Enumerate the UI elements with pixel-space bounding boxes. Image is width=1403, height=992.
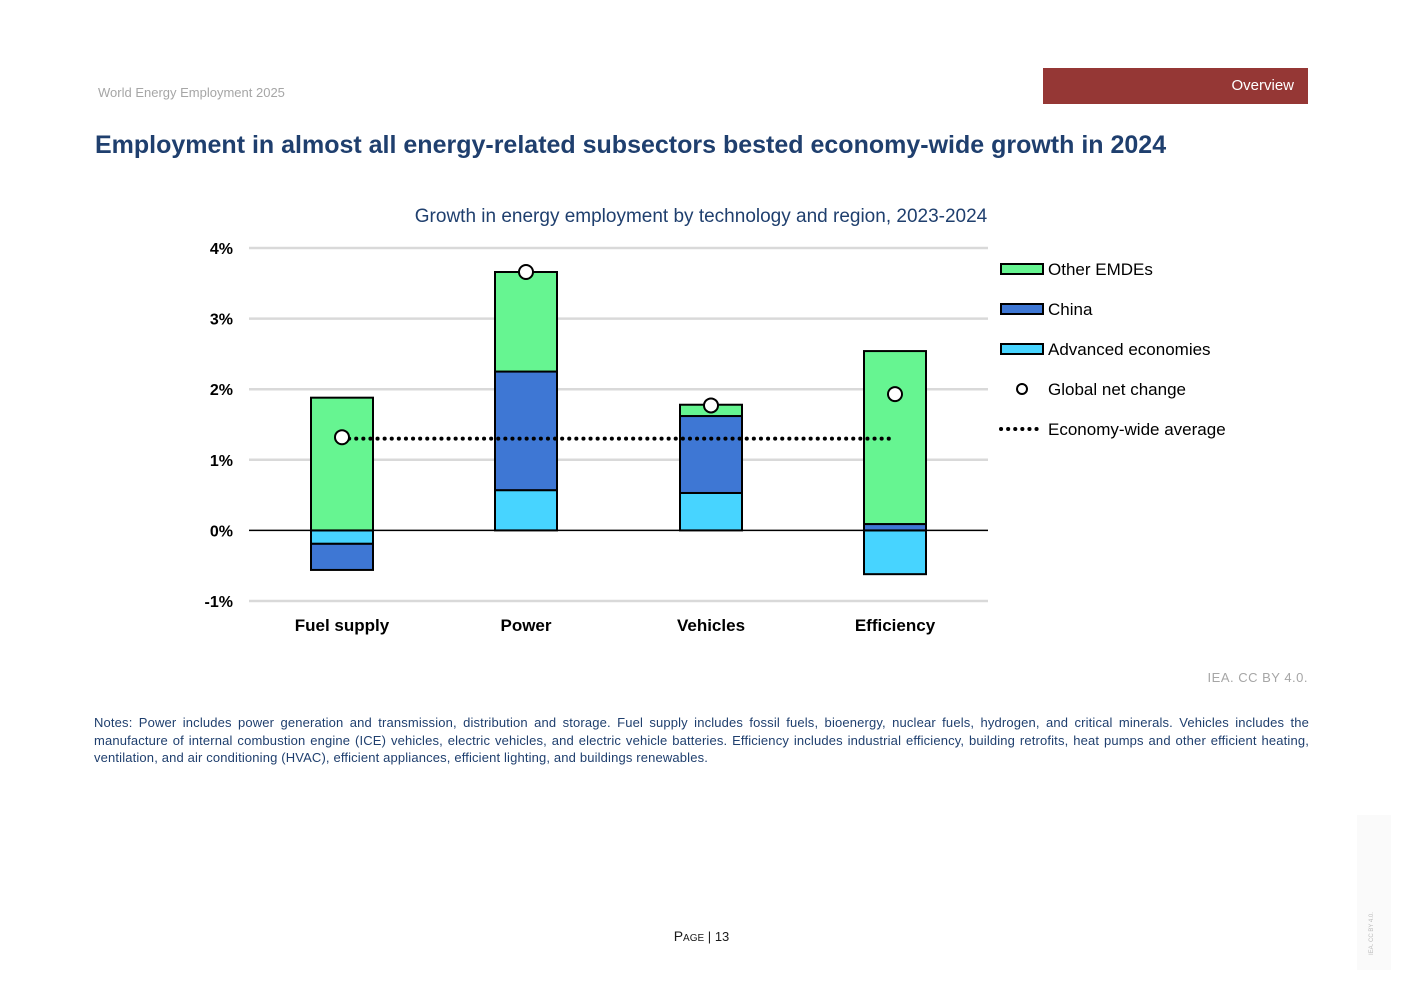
page-title: Employment in almost all energy-related … — [95, 131, 1167, 159]
bar-other-emdes-0[interactable] — [310, 396, 374, 532]
page-label: Page — [673, 928, 705, 944]
bar-advanced-economies-1[interactable] — [494, 489, 558, 532]
labels-layer: Growth in energy employment by technolog… — [205, 206, 988, 635]
legend-layer: Other EMDEs China Advanced economies Global… — [999, 260, 1226, 439]
markers-layer — [334, 264, 903, 446]
bar-advanced-economies-0[interactable] — [310, 529, 374, 545]
chart-title: Growth in energy employment by technolog… — [415, 206, 988, 227]
report-title: World Energy Employment 2025 — [98, 85, 285, 100]
y-tick-label: -1% — [205, 594, 233, 611]
x-category-label: Fuel supply — [295, 616, 390, 635]
side-watermark-text: IEA. CC BY 4.0. — [1369, 912, 1375, 955]
y-tick-label: 3% — [210, 312, 233, 329]
global-net-change-marker-0[interactable] — [334, 429, 350, 446]
page-footer: Page | 13 — [0, 928, 1403, 944]
legend-label: Advanced economies — [1048, 340, 1211, 359]
bar-other-emdes-3[interactable] — [863, 350, 927, 526]
global-net-change-marker-1[interactable] — [518, 264, 534, 281]
side-watermark: IEA. CC BY 4.0. — [1357, 815, 1391, 970]
bar-china-2[interactable] — [679, 415, 743, 494]
y-tick-label: 1% — [210, 453, 233, 470]
bar-china-1[interactable] — [494, 370, 558, 492]
page-number: 13 — [714, 929, 730, 944]
legend-swatch-china — [1000, 303, 1044, 315]
credit-text: IEA. CC BY 4.0. — [1207, 670, 1308, 685]
x-category-label: Efficiency — [855, 616, 936, 635]
global-net-change-marker-3[interactable] — [887, 386, 903, 403]
chart-container: Growth in energy employment by technolog… — [205, 206, 1226, 635]
chart-svg: Growth in energy employment by technolog… — [205, 206, 1226, 635]
y-tick-label: 2% — [210, 382, 233, 399]
bar-advanced-economies-3[interactable] — [863, 529, 927, 576]
bar-other-emdes-1[interactable] — [494, 271, 558, 373]
y-tick-label: 4% — [210, 241, 233, 258]
x-category-label: Power — [500, 616, 551, 635]
section-tag[interactable]: Overview — [1043, 68, 1308, 104]
legend-swatch-advanced-economies — [1000, 343, 1044, 355]
legend-label: Global net change — [1048, 380, 1186, 399]
bar-china-0[interactable] — [310, 542, 374, 571]
page-separator: | — [707, 929, 712, 944]
legend-swatch-other-emdes — [1000, 263, 1044, 275]
x-category-label: Vehicles — [677, 616, 745, 635]
global-net-change-marker-2[interactable] — [703, 397, 719, 414]
bar-advanced-economies-2[interactable] — [679, 491, 743, 532]
legend-swatch-global-net-change — [1016, 383, 1028, 395]
legend-label: Other EMDEs — [1048, 260, 1153, 279]
bars-layer — [310, 271, 927, 576]
legend-label: Economy-wide average — [1048, 420, 1226, 439]
y-tick-label: 0% — [210, 523, 233, 540]
legend-label: China — [1048, 300, 1093, 319]
chart-notes: Notes: Power includes power generation a… — [94, 715, 1309, 765]
